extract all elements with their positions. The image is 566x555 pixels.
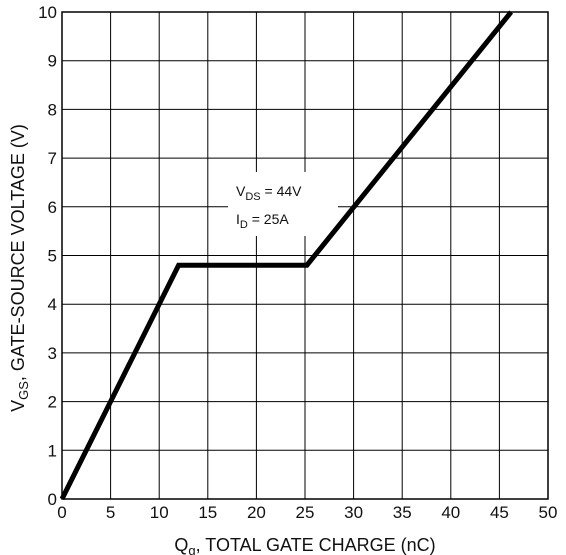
y-tick-label: 2: [48, 393, 57, 412]
y-tick-label: 8: [48, 100, 57, 119]
annotation-id-sub: D: [240, 219, 248, 231]
annotation-id-rest: = 25A: [248, 211, 290, 227]
x-tick-labels: 0 5 10 15 20 25 30 35 40 45 50: [57, 503, 557, 522]
annotation-vds-sub: DS: [245, 191, 260, 203]
y-tick-label: 3: [48, 344, 57, 363]
y-axis-title-sub: GS: [16, 381, 31, 400]
x-tick-label: 50: [539, 503, 558, 522]
plot-frame: [61, 11, 549, 500]
x-axis-title-main: Q: [174, 535, 188, 555]
y-tick-label: 0: [48, 490, 57, 509]
y-tick-label: 6: [48, 198, 57, 217]
annotation-vds-rest: = 44V: [261, 183, 303, 199]
y-axis-title-rest: , GATE-SOURCE VOLTAGE (V): [8, 124, 28, 381]
annotation-vds-main: V: [236, 183, 246, 199]
y-axis-title-main: V: [8, 400, 28, 412]
x-tick-label: 0: [57, 503, 66, 522]
x-tick-label: 25: [296, 503, 315, 522]
x-tick-label: 30: [344, 503, 363, 522]
x-tick-label: 10: [150, 503, 169, 522]
gate-charge-curve: [59, 10, 514, 501]
y-tick-label: 7: [48, 149, 57, 168]
y-tick-labels: 0 1 2 3 4 5 6 7 8 9 10: [38, 3, 57, 509]
y-tick-label: 10: [38, 3, 57, 22]
annotation-id: ID = 25A: [236, 211, 289, 231]
annotation-box: VDS = 44V ID = 25A: [228, 172, 338, 236]
annotation-background: [228, 172, 338, 236]
x-tick-label: 15: [198, 503, 217, 522]
annotation-vds: VDS = 44V: [236, 183, 302, 203]
annotation-id-main: I: [236, 211, 240, 227]
x-tick-label: 45: [490, 503, 509, 522]
y-tick-label: 5: [48, 247, 57, 266]
x-axis-title-sub: g: [188, 543, 195, 555]
y-axis-title: VGS, GATE-SOURCE VOLTAGE (V): [8, 124, 31, 412]
x-axis-title: Qg, TOTAL GATE CHARGE (nC): [174, 535, 435, 555]
y-tick-label: 4: [48, 295, 57, 314]
x-tick-label: 20: [247, 503, 266, 522]
x-tick-label: 40: [441, 503, 460, 522]
x-tick-label: 5: [106, 503, 115, 522]
x-tick-label: 35: [393, 503, 412, 522]
x-axis-title-rest: , TOTAL GATE CHARGE (nC): [196, 535, 436, 555]
y-tick-label: 1: [48, 441, 57, 460]
y-tick-label: 9: [48, 52, 57, 71]
